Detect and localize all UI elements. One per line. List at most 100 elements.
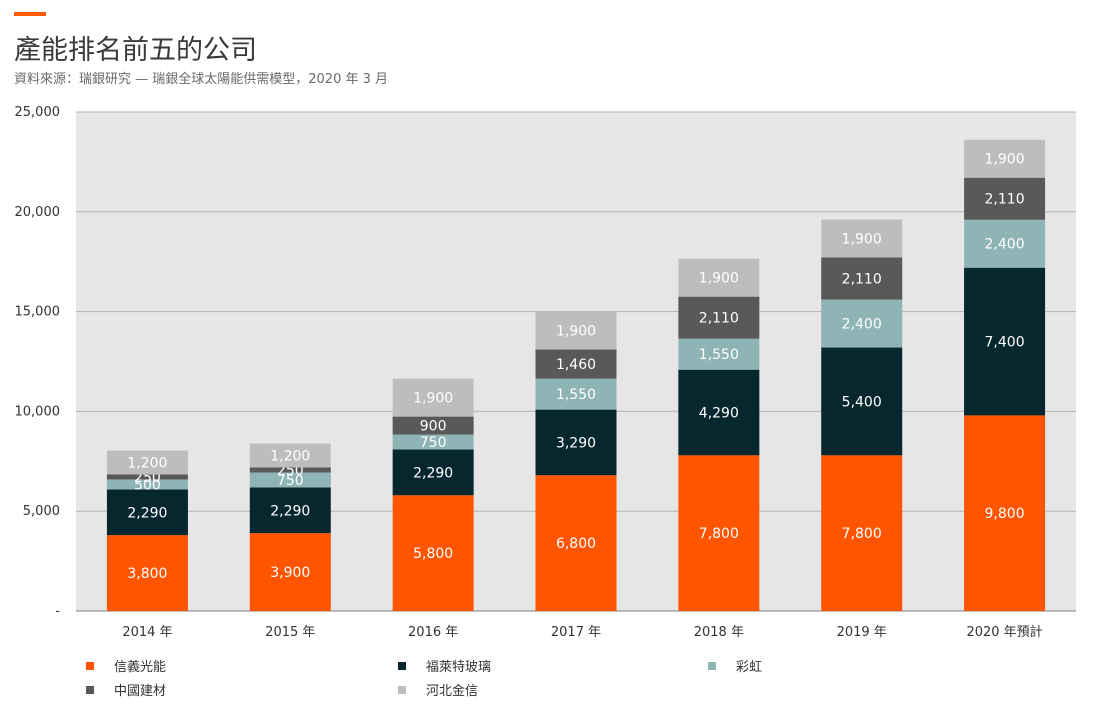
legend-swatch <box>86 685 94 694</box>
legend-item-flat-glass: 福萊特玻璃 <box>398 656 491 675</box>
legend-label: 中國建材 <box>114 684 167 699</box>
bar-segment <box>106 450 188 475</box>
data-label: 1,200 <box>127 455 167 471</box>
accent-bar <box>14 12 46 16</box>
legend-item-hebei-jinxin: 河北金信 <box>398 680 478 699</box>
bar-segment <box>392 416 474 435</box>
bar-segment <box>392 449 474 496</box>
data-label: 2,110 <box>842 272 882 288</box>
data-label: 9,800 <box>985 506 1025 522</box>
legend-swatch <box>398 661 406 670</box>
data-label: 2,290 <box>127 505 167 521</box>
bar-segment <box>964 415 1046 611</box>
data-label: 3,290 <box>556 435 596 451</box>
bar-segment <box>249 533 331 611</box>
legend-label: 信義光能 <box>114 660 167 675</box>
y-tick-label: 25,000 <box>15 105 61 120</box>
x-tick-label: 2020 年預計 <box>966 624 1042 640</box>
legend-swatch <box>86 661 94 670</box>
bar-segment <box>821 347 903 456</box>
bar-segment <box>535 409 617 476</box>
data-label: 500 <box>134 477 161 493</box>
y-tick-label: 5,000 <box>23 504 60 519</box>
bar-segment <box>821 455 903 611</box>
data-label: 5,400 <box>842 394 882 410</box>
legend-item-irico: 彩虹 <box>708 656 762 675</box>
data-label: 2,400 <box>842 317 882 333</box>
bar-segment <box>821 299 903 348</box>
x-tick-label: 2014 年 <box>122 625 172 640</box>
bar-segment <box>249 472 331 488</box>
y-tick-label: 15,000 <box>15 305 61 320</box>
data-label: 1,900 <box>985 152 1025 168</box>
bar-segment <box>392 434 474 450</box>
data-label: 1,900 <box>413 391 453 407</box>
bar-segment <box>249 443 331 468</box>
bar-segment <box>249 467 331 473</box>
bar-segment <box>964 219 1046 268</box>
x-tick-label: 2015 年 <box>265 625 315 640</box>
bar-segment <box>678 338 760 370</box>
data-label: 4,290 <box>699 405 739 421</box>
bar-segment <box>964 139 1046 178</box>
bar-segment <box>106 474 188 480</box>
data-label: 750 <box>420 435 447 451</box>
data-label: 1,550 <box>699 347 739 363</box>
bar-segment <box>678 455 760 611</box>
x-tick-label: 2019 年 <box>837 625 887 640</box>
legend-swatch <box>708 661 716 670</box>
chart-title: 產能排名前五的公司 <box>14 35 257 66</box>
data-label: 7,400 <box>985 335 1025 351</box>
x-tick-label: 2017 年 <box>551 625 601 640</box>
data-label: 1,550 <box>556 387 596 403</box>
data-label: 1,900 <box>699 271 739 287</box>
bar-segment <box>678 258 760 297</box>
data-label: 900 <box>420 419 447 435</box>
bar-segment <box>678 296 760 339</box>
bar-segment <box>249 487 331 534</box>
legend-label: 河北金信 <box>426 684 479 699</box>
bar-segment <box>106 479 188 490</box>
bar-segment <box>535 378 617 410</box>
bar-segment <box>678 369 760 456</box>
x-tick-label: 2016 年 <box>408 625 458 640</box>
data-label: 7,800 <box>842 526 882 542</box>
data-label: 1,460 <box>556 357 596 373</box>
bar-segment <box>392 378 474 417</box>
bar-segment <box>106 489 188 536</box>
data-label: 1,900 <box>556 324 596 340</box>
data-label: 6,800 <box>556 536 596 552</box>
legend-item-xinyi-solar: 信義光能 <box>86 656 166 675</box>
bar-segment <box>964 177 1046 220</box>
y-tick-label: 20,000 <box>15 205 61 220</box>
data-label: 2,400 <box>985 237 1025 253</box>
bar-segment <box>535 349 617 379</box>
data-label: 2,110 <box>699 311 739 327</box>
data-label: 1,900 <box>842 232 882 248</box>
data-label: 1,200 <box>270 449 310 465</box>
y-tick-label: - <box>55 604 60 619</box>
bar-segment <box>964 267 1046 416</box>
data-label: 750 <box>277 473 304 489</box>
data-label: 2,110 <box>985 192 1025 208</box>
y-tick-label: 10,000 <box>15 404 61 419</box>
data-label: 2,290 <box>270 503 310 519</box>
bar-segment <box>821 219 903 258</box>
legend-swatch <box>398 685 406 694</box>
bar-segment <box>535 475 617 611</box>
data-label: 7,800 <box>699 526 739 542</box>
legend-item-cnbm: 中國建材 <box>86 680 166 699</box>
stacked-bar-chart: - 5,000 10,000 15,000 20,000 25,000 3,800 2,290… <box>15 105 1076 640</box>
legend-label: 彩虹 <box>736 660 763 675</box>
data-label: 5,800 <box>413 546 453 562</box>
data-label: 3,900 <box>270 565 310 581</box>
bar-segment <box>106 535 188 611</box>
legend-label: 福萊特玻璃 <box>426 660 492 675</box>
bar-segment <box>392 495 474 611</box>
x-tick-label: 2018 年 <box>694 625 744 640</box>
data-label: 2,290 <box>413 465 453 481</box>
bar-segment <box>535 311 617 350</box>
data-label: 3,800 <box>127 566 167 582</box>
chart-subtitle: 資料來源：瑞銀研究 — 瑞銀全球太陽能供需模型，2020 年 3 月 <box>14 72 389 87</box>
bar-segment <box>821 257 903 300</box>
